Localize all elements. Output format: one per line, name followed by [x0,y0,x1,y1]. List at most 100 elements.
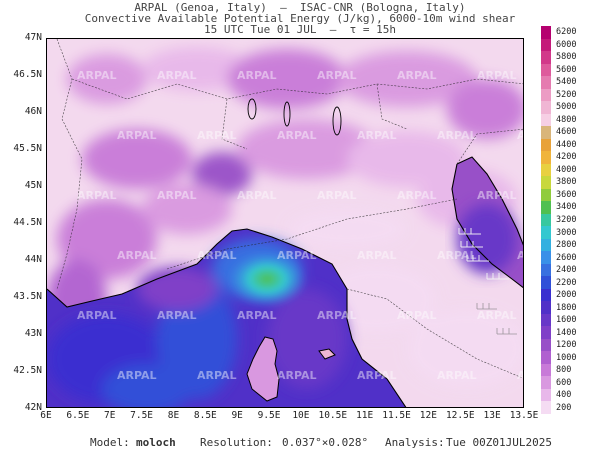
header-institutions: ARPAL (Genoa, Italy) – ISAC-CNR (Bologna… [134,1,466,14]
colorbar-level-label: 2000 [556,290,577,301]
watermark-text: ARPAL [157,309,197,322]
watermark-text: ARPAL [517,129,524,142]
analysis-label: Analysis: [385,436,445,449]
colorbar-level-label: 5200 [556,89,577,100]
colorbar-level-label: 1800 [556,302,577,313]
colorbar-segment [541,251,551,265]
colorbar-level-label: 3600 [556,189,577,200]
watermark-text: ARPAL [277,129,317,142]
colorbar-segment [541,76,551,90]
watermark-text: ARPAL [397,69,437,82]
colorbar-segment [541,313,551,327]
colorbar-level-label: 3400 [556,202,577,213]
colorbar-segment [541,388,551,402]
lakes [247,98,342,136]
watermark-text: ARPAL [397,189,437,202]
lat-tick-label: 43N [24,328,42,339]
watermark-text: ARPAL [197,129,237,142]
colorbar-segment [541,101,551,115]
watermark-text: ARPAL [77,69,117,82]
lon-tick-label: 6E [40,410,52,421]
colorbar-segment [541,301,551,315]
header-valid-time: 15 UTC Tue 01 JUL – τ = 15h [203,23,397,36]
colorbar-level-label: 1000 [556,352,577,363]
watermark-text: ARPAL [117,249,157,262]
lon-tick-label: 9E [231,410,243,421]
lon-tick-label: 9.5E [257,410,281,421]
lat-tick-label: 45.5N [13,143,42,154]
lon-tick-label: 11E [356,410,374,421]
lon-tick-label: 8E [167,410,180,421]
lon-tick-label: 6.5E [66,410,90,421]
colorbar-segment [541,376,551,390]
colorbar-level-label: 4600 [556,127,577,138]
watermark-text: ARPAL [77,189,117,202]
colorbar-level-label: 1200 [556,340,577,351]
colorbar-segment [541,126,551,140]
watermark-text: ARPAL [77,309,117,322]
watermark-text: ARPAL [437,249,477,262]
lon-tick-label: 7.5E [130,410,154,421]
colorbar-level-label: 2400 [556,265,577,276]
cape-map[interactable]: ARPAL ARPAL ARPAL ARPAL ARPAL ARPAL ARPAL ARPAL… [46,38,524,408]
analysis-value: Tue 00Z01JUL2025 [446,436,552,449]
watermark-text: ARPAL [277,369,317,382]
colorbar-level-label: 2200 [556,277,577,288]
lat-tick-label: 43.5N [13,291,42,302]
lon-tick-label: 10.5E [318,410,348,421]
watermark-text: ARPAL [517,249,524,262]
lat-tick-label: 44.5N [13,217,42,228]
colorbar-level-label: 3200 [556,215,577,225]
colorbar-level-label: 1600 [556,315,577,326]
colorbar-level-label: 800 [556,365,572,376]
lon-tick-label: 12.5E [445,410,475,421]
colorbar-segment [541,238,551,252]
colorbar-segment [541,263,551,277]
colorbar-segment [541,88,551,102]
watermark-text: ARPAL [357,249,397,262]
lon-tick-label: 13E [483,410,501,421]
colorbar-level-label: 5400 [556,77,577,88]
colorbar-segment [541,26,551,40]
colorbar-level-label: 6200 [556,27,577,38]
coastlines [47,156,523,407]
model-label: Model: [90,436,130,449]
colorbar-level-label: 5600 [556,64,577,75]
watermark-text: ARPAL [437,369,477,382]
watermark-text: ARPAL [197,249,237,262]
colorbar-level-label: 2600 [556,252,577,263]
colorbar-segment [541,326,551,340]
colorbar-segment [541,188,551,202]
lon-tick-label: 10E [292,410,310,421]
colorbar-segment [541,401,551,415]
watermark-text: ARPAL [237,309,277,322]
watermark-text: ARPAL [237,189,277,202]
lon-tick-label: 8.5E [193,410,217,421]
lat-tick-label: 44N [24,254,42,265]
watermark-text: ARPAL [437,129,477,142]
colorbar-segment [541,213,551,227]
borders [56,39,523,379]
model-value: moloch [136,436,176,449]
colorbar-level-label: 5000 [556,102,577,113]
colorbar-segment [541,338,551,352]
watermark-text: ARPAL [517,369,524,382]
watermark-text: ARPAL [197,369,237,382]
colorbar-segment [541,363,551,377]
colorbar-segment [541,201,551,215]
colorbar [541,26,551,415]
watermark-text: ARPAL [317,309,357,322]
colorbar-level-label: 6000 [556,39,577,50]
watermark-text: ARPAL [317,189,357,202]
colorbar-segment [541,288,551,302]
colorbar-level-label: 400 [556,390,572,401]
lat-tick-label: 46N [24,106,42,117]
colorbar-level-label: 4000 [556,164,577,175]
watermark-text: ARPAL [357,369,397,382]
colorbar-level-label: 5800 [556,52,577,63]
corsica [246,336,280,402]
wind-shear-barbs [458,228,509,280]
colorbar-segment [541,51,551,65]
lat-tick-label: 42N [24,402,42,413]
colorbar-segment [541,138,551,152]
